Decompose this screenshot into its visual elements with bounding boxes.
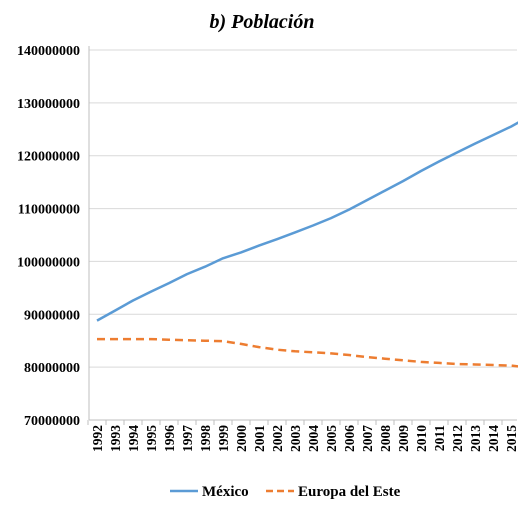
x-tick-label: 1994 [126,425,141,452]
x-tick-label: 2014 [486,425,501,452]
x-tick-label: 1999 [216,425,231,452]
x-tick-label: 2007 [360,425,375,452]
x-tick-label: 1996 [162,425,177,452]
x-tick-label: 2015 [504,425,518,452]
x-tick-label: 2000 [234,425,249,452]
y-tick-label: 130000000 [17,97,80,112]
x-tick-label: 2004 [306,425,321,452]
x-tick-label: 2011 [432,425,447,452]
x-tick-label: 2005 [324,425,339,452]
y-axis-ticks: 140000000 130000000 120000000 110000000 1000… [17,44,80,429]
x-tick-label: 1993 [108,425,123,452]
legend: México Europa del Este [170,484,401,500]
x-tick-label: 1995 [144,425,159,452]
x-tick-label: 2009 [396,425,411,452]
y-tick-label: 80000000 [24,361,80,376]
series-lines [96,121,518,368]
y-tick-label: 70000000 [24,414,80,429]
x-tick-label: 2010 [414,425,429,452]
x-tick-label: 2012 [450,425,465,452]
series-line-europa-del-este [97,337,518,368]
gridlines [89,49,517,368]
y-tick-label: 120000000 [17,150,80,165]
y-tick-label: 90000000 [24,308,80,323]
x-tick-label: 2001 [252,425,267,452]
chart-title: b) Población [210,11,315,33]
x-tick-label: 2002 [270,425,285,452]
series-line-mexico [96,121,518,322]
y-tick-label: 140000000 [17,44,80,59]
y-tick-label: 110000000 [18,203,80,218]
x-tick-label: 1998 [198,425,213,452]
axes [87,46,517,425]
legend-label: México [202,484,249,500]
legend-label: Europa del Este [298,484,401,500]
y-tick-label: 100000000 [17,255,80,270]
x-tick-label: 2003 [288,425,303,452]
x-tick-label: 1992 [90,425,105,452]
x-tick-label: 2008 [378,425,393,452]
x-tick-label: 2006 [342,425,357,452]
x-tick-label: 1997 [180,425,195,452]
x-axis-ticks: 1992 1993 1994 1995 1996 1997 1998 1999 2000 2001… [90,425,518,452]
x-tick-label: 2013 [468,425,483,452]
